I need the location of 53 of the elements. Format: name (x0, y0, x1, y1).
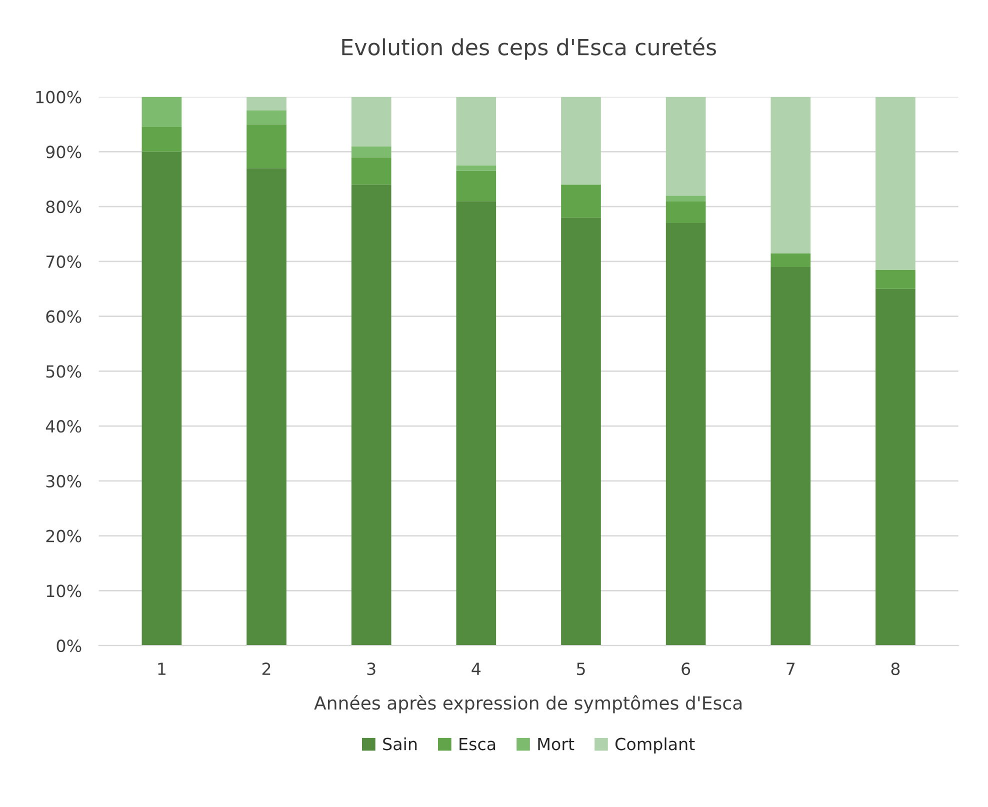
bar (456, 201, 496, 646)
y-tick-label: 10% (46, 584, 82, 598)
bar (876, 288, 916, 646)
y-tick-label: 40% (46, 420, 82, 433)
bar (770, 96, 811, 254)
legend-label: Esca (460, 738, 496, 750)
y-tick-label: 80% (46, 200, 82, 214)
legend-label: Sain (383, 737, 417, 750)
bar (142, 96, 182, 128)
y-tick-label: 30% (46, 474, 82, 488)
bar (876, 96, 916, 270)
bar (770, 253, 811, 267)
x-tick-label: 1 (158, 662, 166, 675)
bar (876, 270, 916, 289)
bar (246, 168, 286, 646)
bar (456, 170, 496, 202)
chart-title: Evolution des ceps d'Esca curetés (342, 37, 716, 60)
y-tick-label: 100% (36, 90, 82, 104)
bar (142, 152, 182, 646)
bar (666, 223, 706, 646)
bar (666, 96, 706, 196)
bar (561, 218, 601, 646)
legend-label: Mort (538, 738, 574, 750)
y-tick-label: 90% (46, 146, 82, 158)
bar (456, 96, 496, 166)
x-tick-label: 5 (576, 662, 585, 676)
bar (351, 157, 392, 185)
bar (351, 146, 392, 158)
y-tick-label: 20% (46, 530, 82, 542)
legend-label: Complant (615, 737, 695, 754)
bar (351, 96, 392, 146)
bar (351, 184, 392, 646)
x-axis-title: Années après expression de symptômes d'Esca (314, 695, 742, 714)
bar (666, 196, 706, 202)
bar (666, 201, 706, 224)
bar (142, 127, 182, 152)
bar (246, 96, 286, 111)
x-tick-label: 4 (472, 662, 481, 675)
x-tick-label: 8 (891, 662, 900, 676)
x-tick-label: 3 (367, 662, 376, 676)
bar (561, 96, 601, 185)
bar (456, 165, 496, 171)
y-tick-label: 50% (46, 365, 82, 378)
x-tick-label: 2 (262, 662, 270, 675)
bar (770, 266, 811, 646)
y-tick-label: 0% (56, 640, 82, 652)
bar (246, 110, 286, 124)
x-tick-label: 7 (786, 662, 795, 675)
y-tick-label: 70% (46, 255, 82, 268)
y-tick-label: 60% (46, 310, 82, 323)
bar (246, 124, 286, 168)
x-tick-label: 6 (682, 662, 690, 676)
bar (561, 184, 601, 218)
